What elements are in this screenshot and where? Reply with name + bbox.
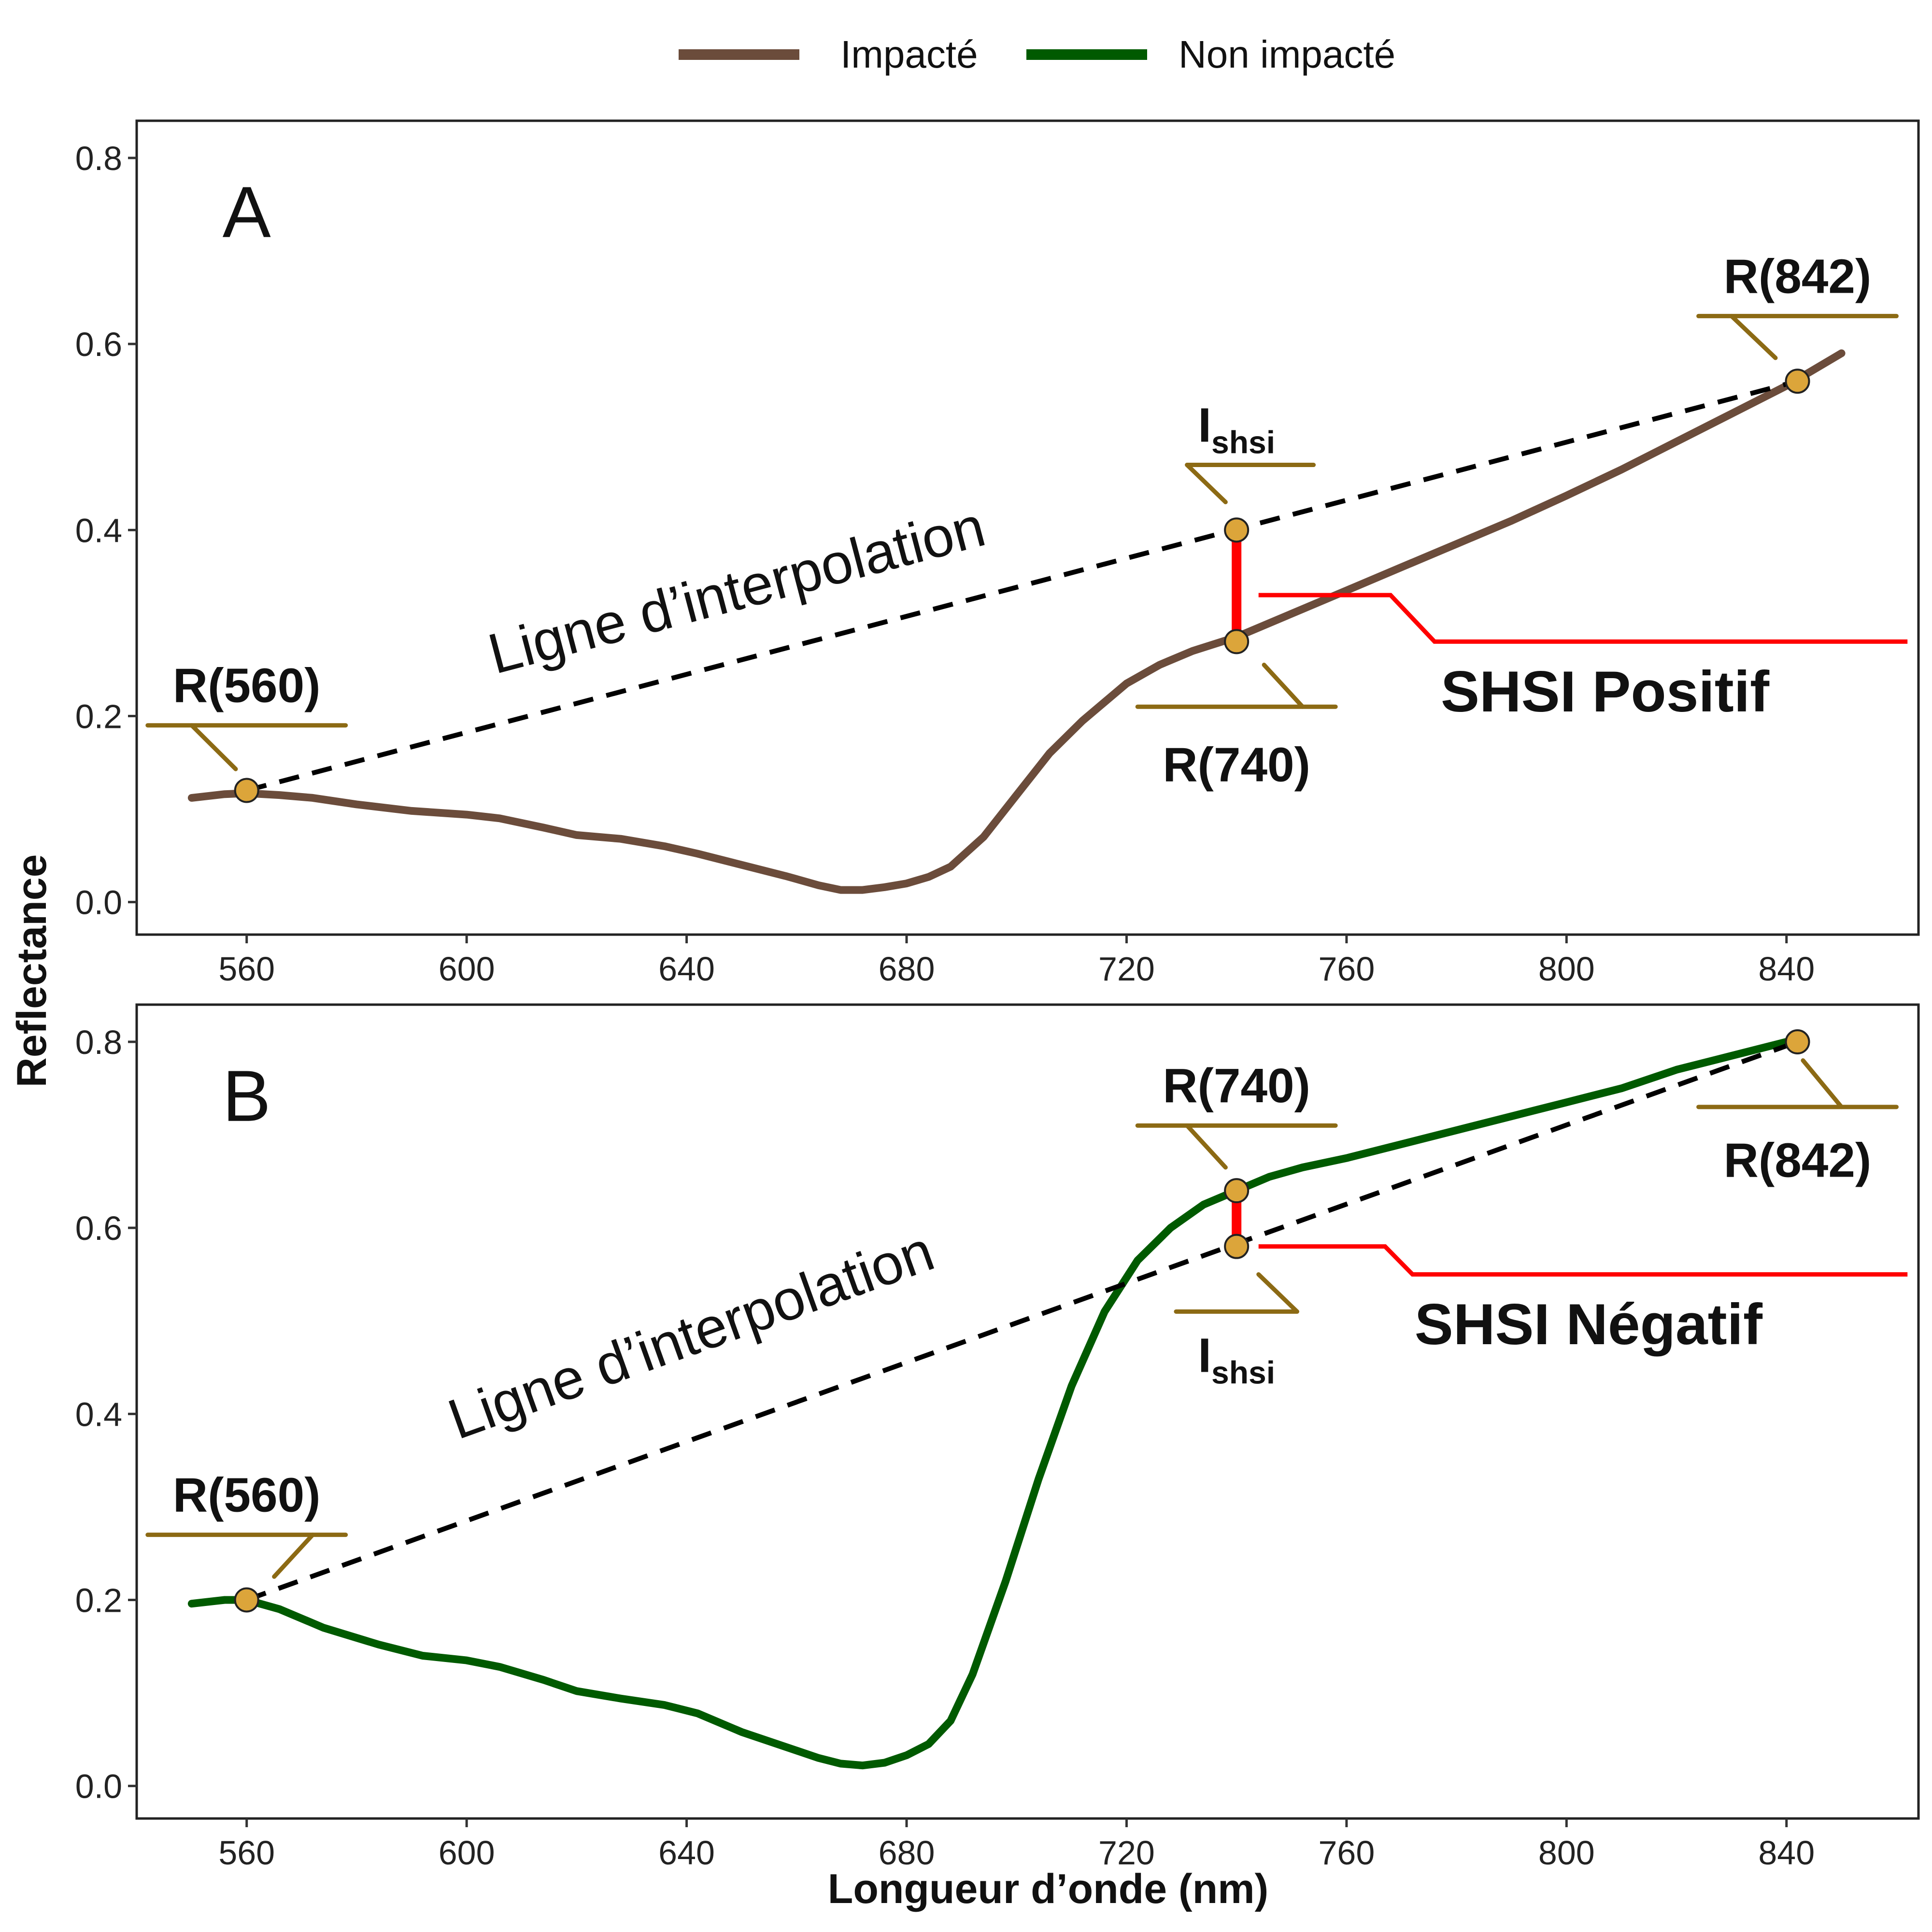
y-tick-label: 0.0 <box>75 1768 122 1805</box>
label-r842: R(842) <box>1724 1133 1872 1187</box>
y-tick-label: 0.8 <box>75 140 122 177</box>
data-point-marker <box>234 778 259 803</box>
callout-ishsi-leader <box>1185 463 1228 505</box>
y-tick-label: 0.2 <box>75 1581 122 1619</box>
x-tick-label: 560 <box>218 950 275 988</box>
y-tick-label: 0.6 <box>75 326 122 363</box>
interpolation-line <box>246 1039 1799 1603</box>
x-tick-label: 760 <box>1318 1834 1375 1872</box>
legend: Impacté Non impacté <box>679 33 1395 76</box>
x-tick-label: 640 <box>658 950 715 988</box>
callout-r560-leader <box>272 1533 315 1579</box>
label-shsi: SHSI Positif <box>1441 659 1770 724</box>
interpolation-label: Ligne d’interpolation <box>482 495 992 686</box>
data-point-marker <box>1224 1234 1250 1259</box>
shsi-leader <box>1258 1244 1908 1277</box>
plot-frame <box>135 1003 1920 1820</box>
y-tick-label: 0.4 <box>75 1395 122 1433</box>
x-tick-label: 720 <box>1098 1834 1155 1872</box>
x-tick-label: 800 <box>1538 950 1595 988</box>
data-point-marker <box>1224 517 1250 543</box>
label-r842: R(842) <box>1724 249 1872 303</box>
x-tick-label: 600 <box>439 950 495 988</box>
interpolation-line <box>246 379 1798 793</box>
panel-b: 560 600 640 680 720 760 800 840 0.0 0.2 0.4 0.6 0.8 B… <box>75 1003 1920 1872</box>
legend-label-impacte: Impacté <box>840 33 978 76</box>
x-axis-title: Longueur d’onde (nm) <box>828 1866 1268 1912</box>
panel-letter: A <box>223 171 271 253</box>
label-r740: R(740) <box>1163 738 1310 792</box>
x-tick-label: 680 <box>879 950 935 988</box>
data-point-marker <box>234 1587 259 1613</box>
label-ishsi: Ishsi <box>1198 398 1275 460</box>
x-tick-label: 680 <box>879 1834 935 1872</box>
x-tick-label: 840 <box>1758 950 1815 988</box>
label-ishsi: Ishsi <box>1198 1329 1275 1391</box>
panel-a: 560 600 640 680 720 760 800 840 0.0 0.2 0.4 0.6 0.8 A… <box>75 119 1920 988</box>
y-axis-title: Reflectance <box>9 854 55 1088</box>
shsi-leader <box>1258 593 1908 644</box>
callout-r560-leader <box>189 723 238 771</box>
x-tick-label: 800 <box>1538 1834 1595 1872</box>
x-tick-label: 840 <box>1758 1834 1815 1872</box>
y-tick-label: 0.2 <box>75 697 122 735</box>
panel-letter: B <box>223 1055 271 1136</box>
plot-frame <box>135 119 1920 936</box>
label-shsi: SHSI Négatif <box>1415 1292 1763 1357</box>
data-point-marker <box>1224 629 1250 654</box>
x-tick-label: 640 <box>658 1834 715 1872</box>
x-tick-label: 720 <box>1098 950 1155 988</box>
x-tick-label: 760 <box>1318 950 1375 988</box>
y-tick-label: 0.4 <box>75 511 122 549</box>
data-point-marker <box>1785 1029 1810 1055</box>
y-tick-label: 0.0 <box>75 884 122 922</box>
label-r560: R(560) <box>173 1468 321 1522</box>
data-point-marker <box>1224 1178 1250 1204</box>
label-ishsi-subscript: shsi <box>1211 424 1275 460</box>
x-tick-label: 600 <box>439 1834 495 1872</box>
interpolation-label: Ligne d’interpolation <box>440 1219 942 1452</box>
data-point-marker <box>1785 369 1810 394</box>
y-tick-label: 0.8 <box>75 1023 122 1061</box>
legend-label-non-impacte: Non impacté <box>1179 33 1395 76</box>
y-tick-label: 0.6 <box>75 1209 122 1247</box>
label-r560: R(560) <box>173 659 321 713</box>
series-line-impacte <box>187 349 1846 894</box>
callout-r842-leader <box>1801 1058 1844 1109</box>
series-line-non-impacte <box>187 1038 1790 1770</box>
callout-r740-leader <box>1262 663 1305 709</box>
label-r740: R(740) <box>1163 1059 1310 1113</box>
callout-ishsi-leader <box>1256 1272 1299 1314</box>
callout-r740-leader <box>1185 1123 1228 1170</box>
x-tick-label: 560 <box>218 1834 275 1872</box>
label-ishsi-subscript: shsi <box>1211 1355 1275 1391</box>
callout-r842-leader <box>1729 313 1778 360</box>
